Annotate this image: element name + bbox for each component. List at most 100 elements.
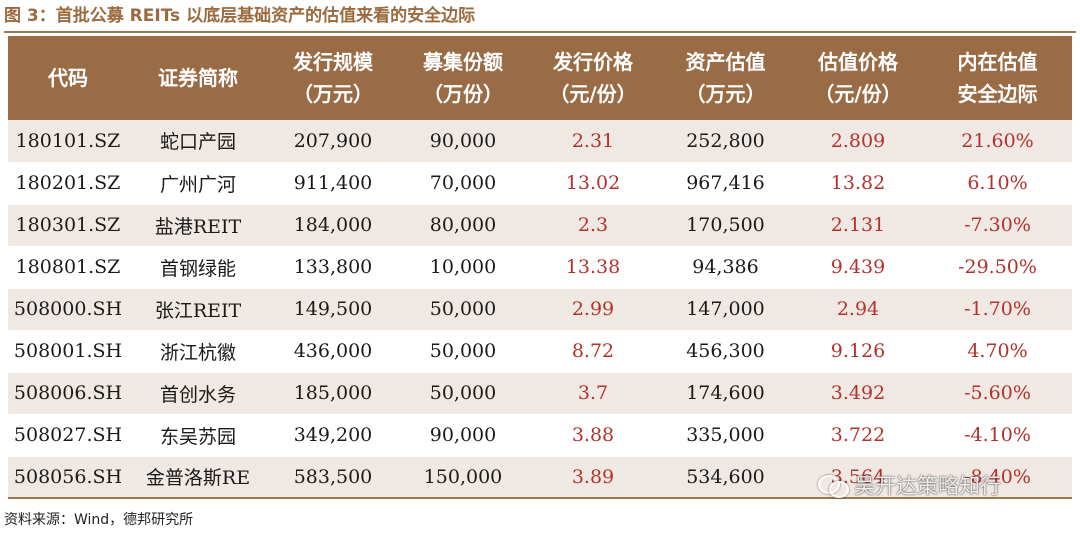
table-cell: 90,000	[398, 414, 528, 457]
table-row: 508006.SH 首创水务 185,000 50,000 3.7 174,600 3.49…	[8, 372, 1072, 415]
column-header-line: 资产估值	[685, 50, 766, 74]
table-cell: 508000.SH	[8, 288, 128, 331]
table-row: 180301.SZ 盐港REIT 184,000 80,000 2.3 170,500 2.…	[8, 204, 1072, 247]
figure-caption: 图 3：首批公募 REITs 以底层基础资产的估值来看的安全边际	[4, 6, 476, 26]
table-cell: 蛇口产园	[128, 120, 268, 163]
table-cell: 90,000	[398, 120, 528, 163]
table-cell: 50,000	[398, 330, 528, 373]
column-header-line: 募集份额	[423, 50, 503, 74]
table-cell: 508001.SH	[8, 330, 128, 373]
table-body: 180101.SZ 蛇口产园 207,900 90,000 2.31 252,800 2.8…	[8, 120, 1072, 499]
table-cell: 首钢绿能	[128, 246, 268, 289]
table-cell: 首创水务	[128, 372, 268, 415]
table-cell: 180101.SZ	[8, 120, 128, 163]
column-header-line: 内在估值	[957, 50, 1038, 74]
column-header-0: 代码	[8, 36, 128, 120]
table-cell: -4.10%	[923, 414, 1072, 457]
table-cell: 50,000	[398, 288, 528, 331]
table-cell: 184,000	[268, 204, 398, 247]
table-cell: 349,200	[268, 414, 398, 457]
table-cell: 东吴苏园	[128, 414, 268, 457]
table-cell: 456,300	[658, 330, 793, 373]
watermark: 吴开达策略知行	[818, 470, 1001, 500]
table-cell: 967,416	[658, 162, 793, 205]
table-cell: 6.10%	[923, 162, 1072, 205]
table-cell: 180801.SZ	[8, 246, 128, 289]
table-cell: 盐港REIT	[128, 204, 268, 247]
column-header-line: 代码	[48, 66, 88, 90]
table-cell: 150,000	[398, 456, 528, 499]
table-row: 180801.SZ 首钢绿能 133,800 10,000 13.38 94,386 9.4…	[8, 246, 1072, 289]
table-cell: 94,386	[658, 246, 793, 289]
table-row: 508056.SH 金普洛斯RE 583,500 150,000 3.89 534,600…	[8, 456, 1072, 499]
table-cell: 2.31	[528, 120, 658, 163]
table-cell: 149,500	[268, 288, 398, 331]
table-cell: 2.3	[528, 204, 658, 247]
table-cell: 21.60%	[923, 120, 1072, 163]
table-cell: 2.94	[793, 288, 923, 331]
table-row: 508027.SH 东吴苏园 349,200 90,000 3.88 335,000 3.7…	[8, 414, 1072, 457]
table-cell: 534,600	[658, 456, 793, 499]
table-cell: 13.02	[528, 162, 658, 205]
table-cell: 185,000	[268, 372, 398, 415]
table-cell: 3.7	[528, 372, 658, 415]
source-note: 资料来源：Wind，德邦研究所	[4, 512, 194, 528]
table-cell: 13.82	[793, 162, 923, 205]
caption-rule	[4, 31, 1076, 33]
table-cell: 583,500	[268, 456, 398, 499]
header-row: 代码 证券简称 发行规模 （万元） 募集份额 （万份） 发行价格 （元/份） 资产估值 （万元） 估…	[8, 36, 1072, 120]
column-header-line: （万元）	[685, 82, 766, 106]
column-header-line: （元/份）	[814, 82, 902, 106]
table-cell: 3.492	[793, 372, 923, 415]
table-cell: 张江REIT	[128, 288, 268, 331]
column-header-1: 证券简称	[128, 36, 268, 120]
column-header-line: （元/份）	[549, 82, 637, 106]
table-row: 508001.SH 浙江杭徽 436,000 50,000 8.72 456,300 9.1…	[8, 330, 1072, 373]
reits-table: 代码 证券简称 发行规模 （万元） 募集份额 （万份） 发行价格 （元/份） 资产估值 （万元） 估…	[8, 36, 1072, 499]
table-cell: 335,000	[658, 414, 793, 457]
column-header-line: （万份）	[423, 82, 503, 106]
table-cell: 8.72	[528, 330, 658, 373]
column-header-7: 内在估值 安全边际	[923, 36, 1072, 120]
table-cell: 508056.SH	[8, 456, 128, 499]
table-cell: 4.70%	[923, 330, 1072, 373]
table-cell: 3.722	[793, 414, 923, 457]
column-header-line: （万元）	[293, 82, 373, 106]
table-cell: 508006.SH	[8, 372, 128, 415]
table-cell: 10,000	[398, 246, 528, 289]
table-cell: -7.30%	[923, 204, 1072, 247]
column-header-line: 证券简称	[158, 66, 238, 90]
column-header-line: 发行规模	[293, 50, 373, 74]
table-cell: 13.38	[528, 246, 658, 289]
table-cell: 2.99	[528, 288, 658, 331]
table-cell: 9.126	[793, 330, 923, 373]
table-cell: 80,000	[398, 204, 528, 247]
table-cell: 50,000	[398, 372, 528, 415]
table-cell: 3.564	[793, 456, 923, 499]
column-header-2: 发行规模 （万元）	[268, 36, 398, 120]
table-cell: -29.50%	[923, 246, 1072, 289]
table-row: 180101.SZ 蛇口产园 207,900 90,000 2.31 252,800 2.8…	[8, 120, 1072, 163]
table-cell: 436,000	[268, 330, 398, 373]
table-cell: -1.70%	[923, 288, 1072, 331]
table-cell: 170,500	[658, 204, 793, 247]
table-cell: 252,800	[658, 120, 793, 163]
table-cell: 金普洛斯RE	[128, 456, 268, 499]
table-cell: 2.809	[793, 120, 923, 163]
table-cell: 133,800	[268, 246, 398, 289]
table-cell: 508027.SH	[8, 414, 128, 457]
column-header-5: 资产估值 （万元）	[658, 36, 793, 120]
table-cell: 2.131	[793, 204, 923, 247]
table-cell: 147,000	[658, 288, 793, 331]
table-cell: -8.40%	[923, 456, 1072, 499]
column-header-line: 估值价格	[818, 50, 898, 74]
table-cell: 180301.SZ	[8, 204, 128, 247]
table-cell: 3.89	[528, 456, 658, 499]
table-row: 180201.SZ 广州广河 911,400 70,000 13.02 967,416 13…	[8, 162, 1072, 205]
table-cell: 9.439	[793, 246, 923, 289]
table-cell: 3.88	[528, 414, 658, 457]
table-cell: -5.60%	[923, 372, 1072, 415]
table-cell: 180201.SZ	[8, 162, 128, 205]
column-header-line: 安全边际	[957, 82, 1038, 106]
table-cell: 浙江杭徽	[128, 330, 268, 373]
